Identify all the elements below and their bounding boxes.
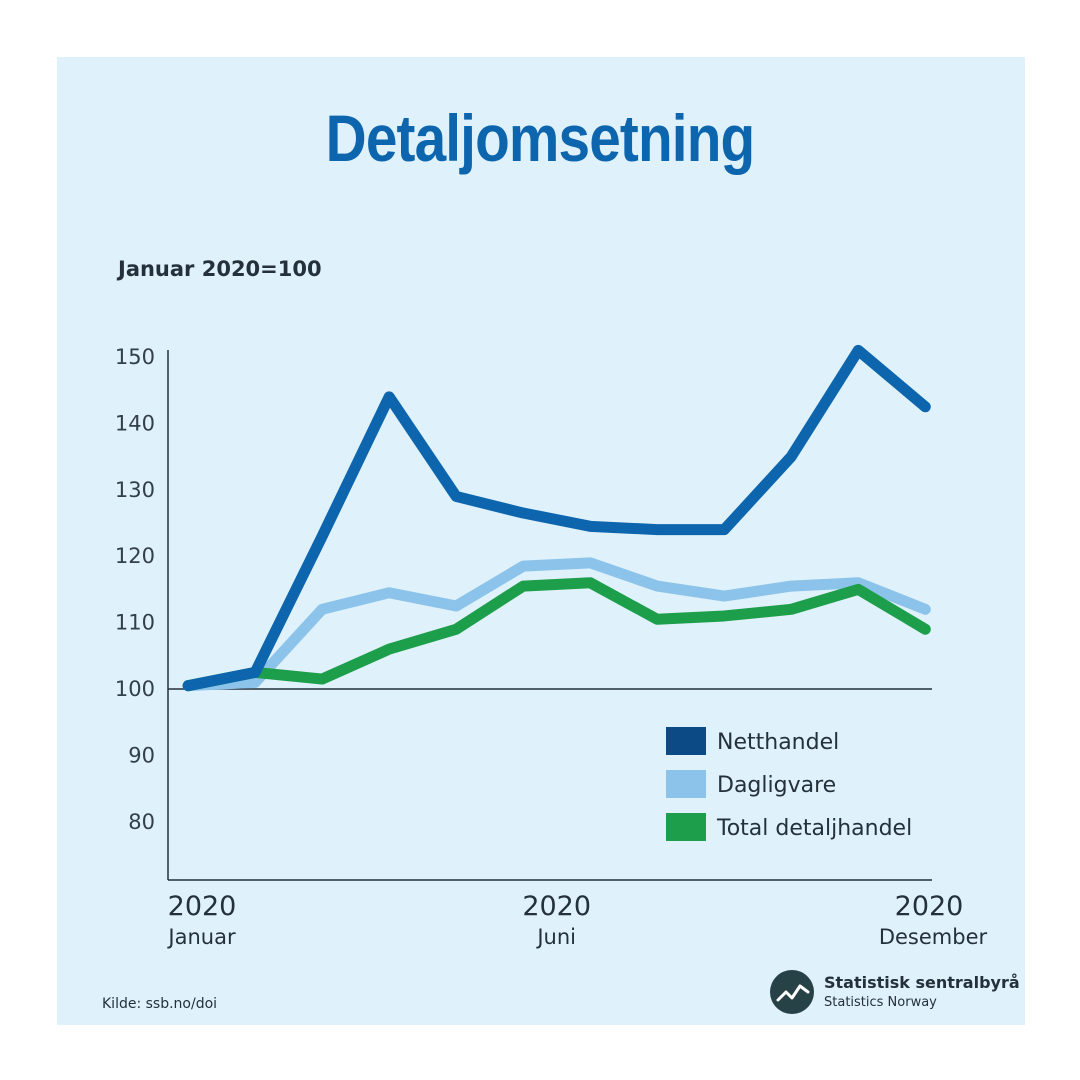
y-tick-label: 110 (115, 611, 155, 635)
series-line-dagligvare (182, 557, 931, 692)
x-tick-year: 2020 (168, 891, 237, 922)
x-tick-year: 2020 (895, 891, 964, 922)
legend-swatch-dagligvare (666, 770, 706, 798)
legend-label-netthandel: Netthandel (717, 730, 839, 755)
x-tick-month: Januar (166, 925, 236, 949)
logo-subtitle: Statistics Norway (824, 995, 937, 1010)
y-tick-label: 80 (128, 810, 155, 834)
series-line-netthandel (182, 344, 931, 692)
chart-panel (57, 57, 1025, 1025)
y-tick-label: 150 (115, 345, 155, 369)
series-line-total-detaljhandel (182, 577, 931, 692)
y-tick-label: 140 (115, 411, 155, 435)
x-tick-year: 2020 (522, 891, 591, 922)
legend-swatch-netthandel (666, 727, 706, 755)
y-tick-label: 90 (128, 743, 155, 767)
ssb-logo[interactable]: Statistisk sentralbyrå Statistics Norway (770, 970, 1030, 1016)
y-tick-label: 130 (115, 478, 155, 502)
chart-title: Detaljomsetning (325, 101, 755, 175)
logo-name: Statistisk sentralbyrå (824, 973, 1020, 992)
y-tick-label: 120 (115, 544, 155, 568)
y-axis-label: Januar 2020=100 (118, 257, 322, 281)
x-tick-month: Desember (879, 925, 988, 949)
legend-swatch-total-detaljhandel (666, 813, 706, 841)
legend-label-dagligvare: Dagligvare (717, 773, 836, 798)
y-tick-label: 100 (115, 677, 155, 701)
source-note: Kilde: ssb.no/doi (102, 996, 218, 1012)
x-tick-month: Juni (535, 925, 576, 949)
ssb-logo-icon (770, 970, 814, 1014)
legend-label-total-detaljhandel: Total detaljhandel (716, 816, 912, 841)
